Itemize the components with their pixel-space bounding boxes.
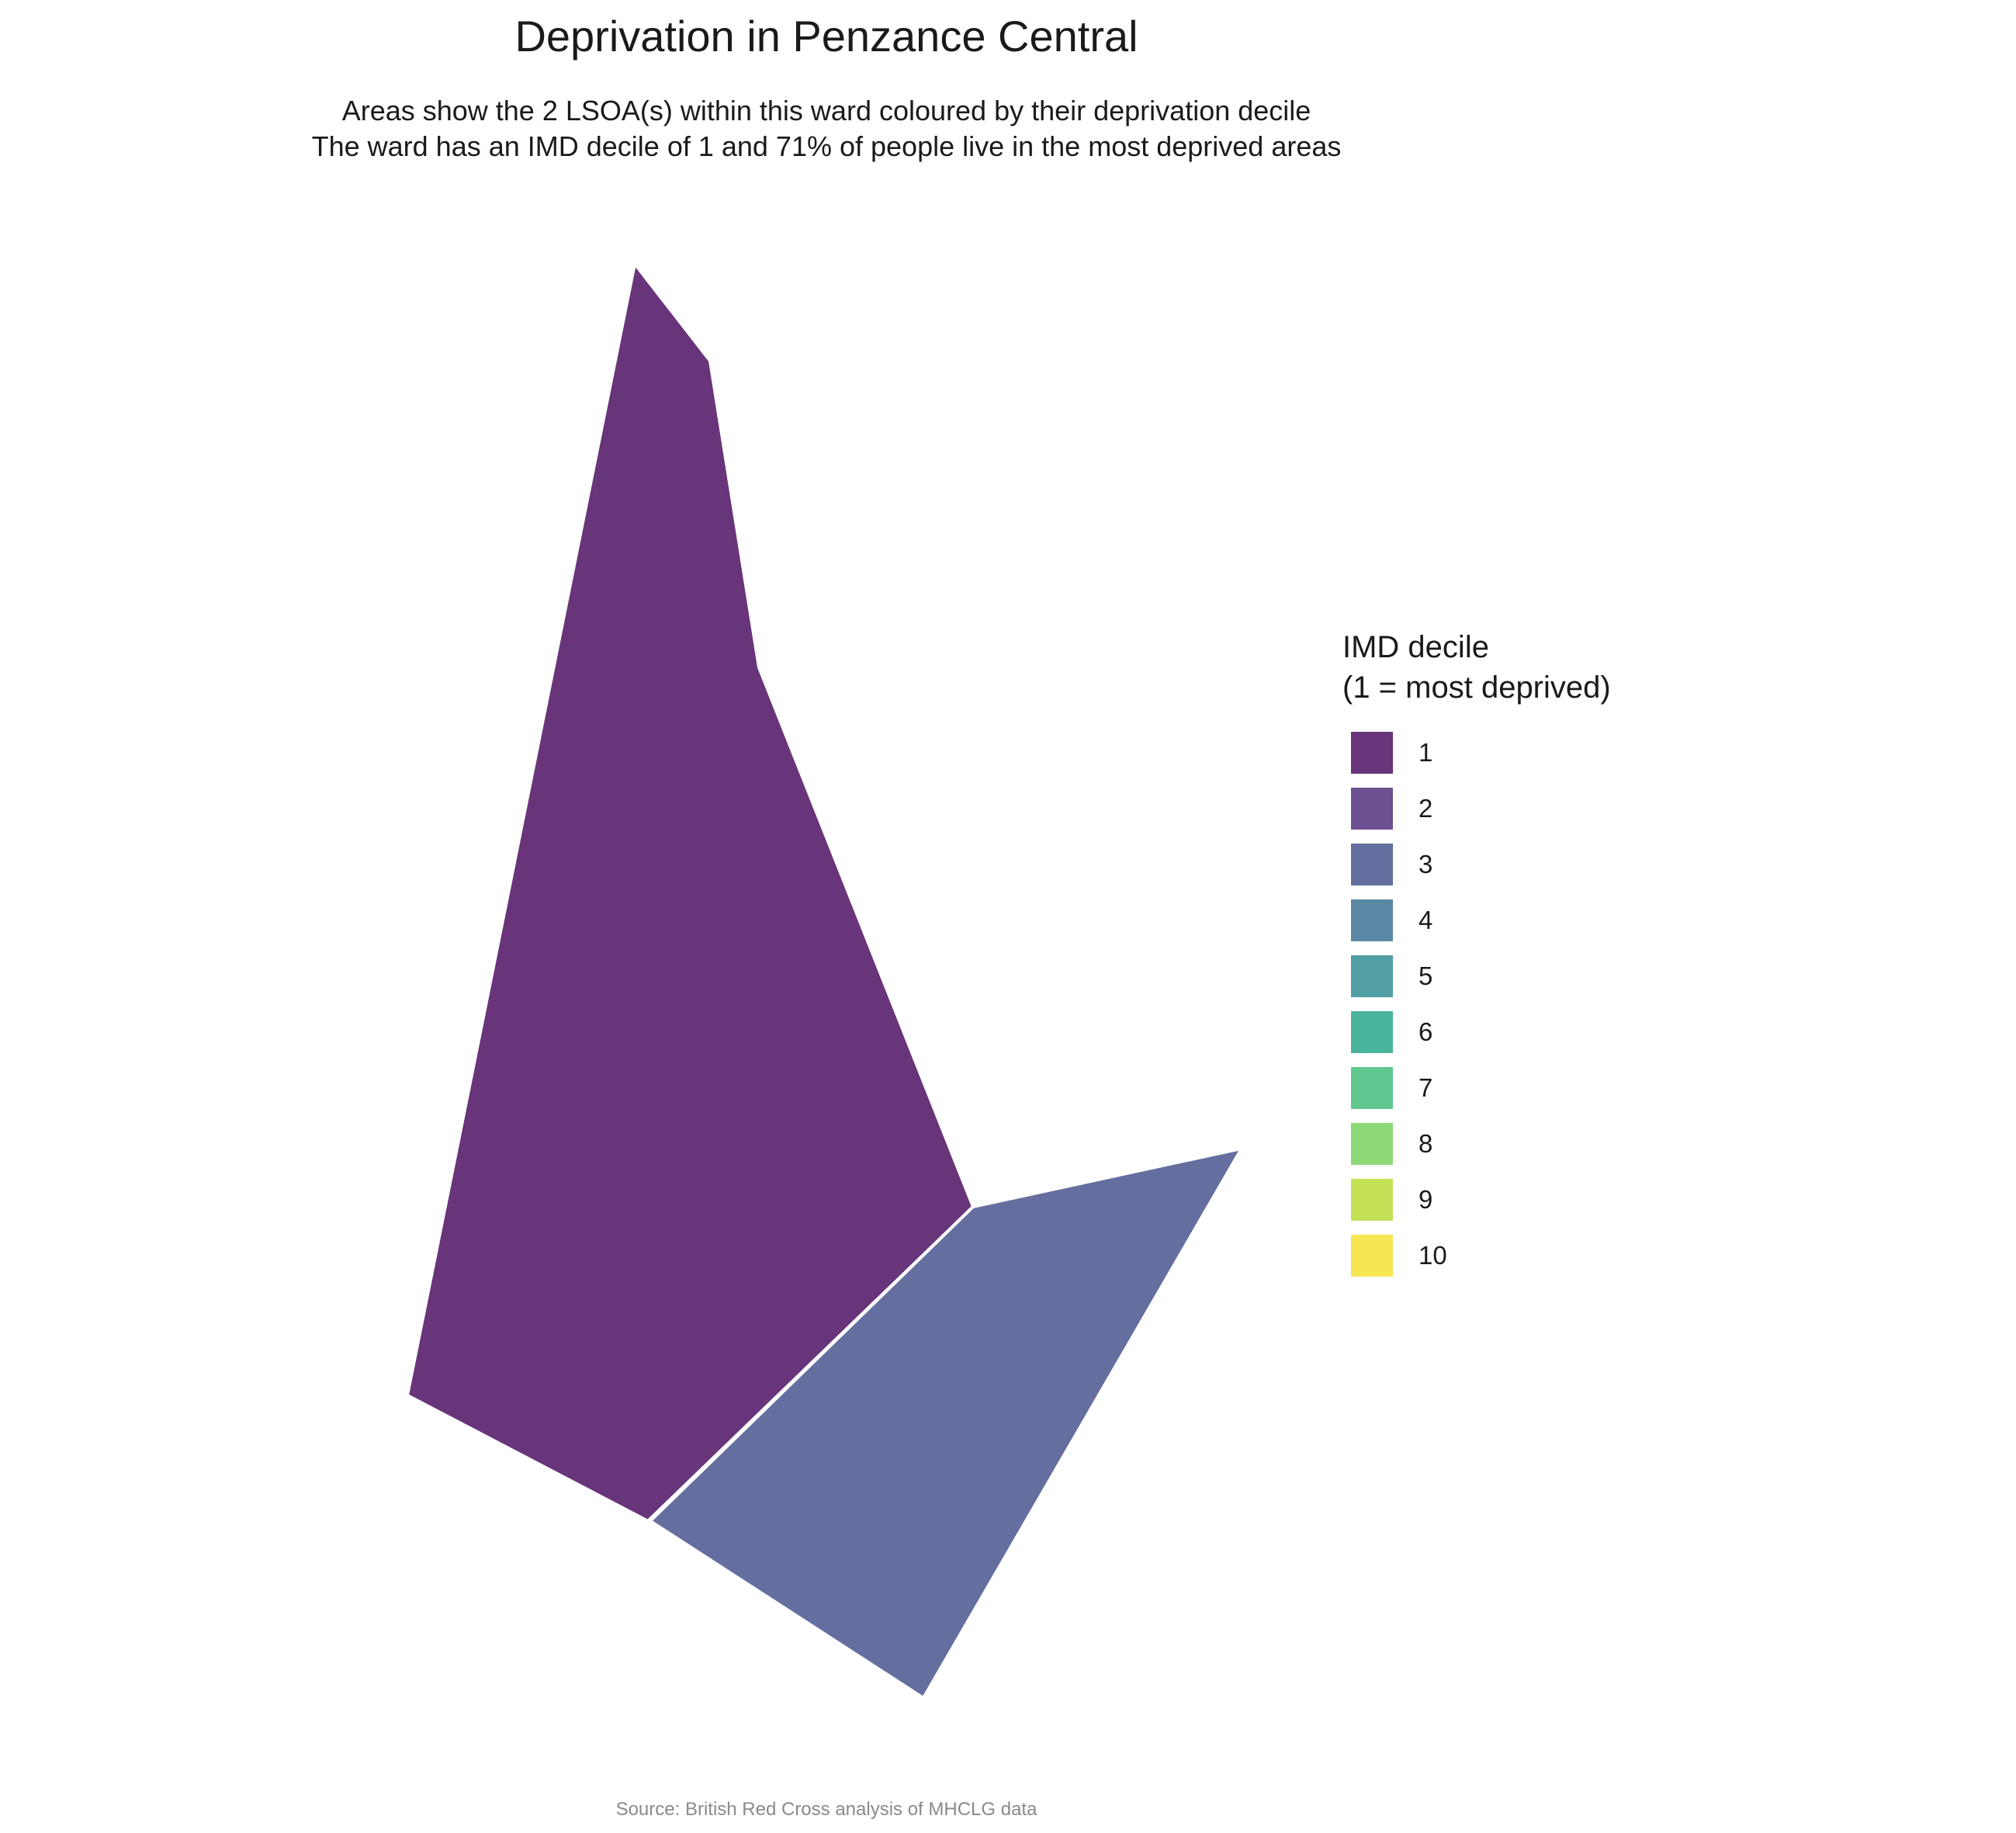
- legend-item-2: 2: [1342, 781, 1611, 837]
- legend-title-line-1: IMD decile: [1342, 627, 1611, 667]
- legend-swatch: [1351, 732, 1393, 774]
- legend-swatch: [1351, 1067, 1393, 1109]
- legend-label: 3: [1418, 850, 1432, 879]
- legend-label: 4: [1418, 906, 1432, 935]
- legend-swatch: [1351, 844, 1393, 885]
- legend-item-7: 7: [1342, 1060, 1611, 1116]
- legend-label: 8: [1418, 1129, 1432, 1159]
- legend-label: 5: [1418, 962, 1432, 991]
- legend-label: 10: [1418, 1241, 1447, 1270]
- legend-label: 6: [1418, 1017, 1432, 1047]
- legend-swatch: [1351, 1235, 1393, 1277]
- legend-swatch: [1351, 955, 1393, 997]
- legend-swatch: [1351, 1123, 1393, 1165]
- legend-title-line-2: (1 = most deprived): [1342, 667, 1611, 708]
- legend-item-9: 9: [1342, 1172, 1611, 1228]
- legend-label: 9: [1418, 1185, 1432, 1214]
- legend-swatch: [1351, 899, 1393, 941]
- legend: IMD decile (1 = most deprived) 1 2 3 4 5…: [1342, 627, 1611, 1284]
- legend-title: IMD decile (1 = most deprived): [1342, 627, 1611, 708]
- legend-swatch: [1351, 1179, 1393, 1221]
- legend-swatch: [1351, 788, 1393, 830]
- legend-item-4: 4: [1342, 892, 1611, 948]
- legend-item-1: 1: [1342, 725, 1611, 781]
- legend-label: 1: [1418, 738, 1432, 768]
- legend-swatch: [1351, 1011, 1393, 1053]
- legend-item-10: 10: [1342, 1228, 1611, 1284]
- legend-label: 7: [1418, 1073, 1432, 1103]
- legend-item-6: 6: [1342, 1004, 1611, 1060]
- legend-item-5: 5: [1342, 948, 1611, 1004]
- legend-item-3: 3: [1342, 837, 1611, 892]
- legend-label: 2: [1418, 794, 1432, 823]
- legend-item-8: 8: [1342, 1116, 1611, 1172]
- source-caption: Source: British Red Cross analysis of MH…: [0, 1799, 1653, 1821]
